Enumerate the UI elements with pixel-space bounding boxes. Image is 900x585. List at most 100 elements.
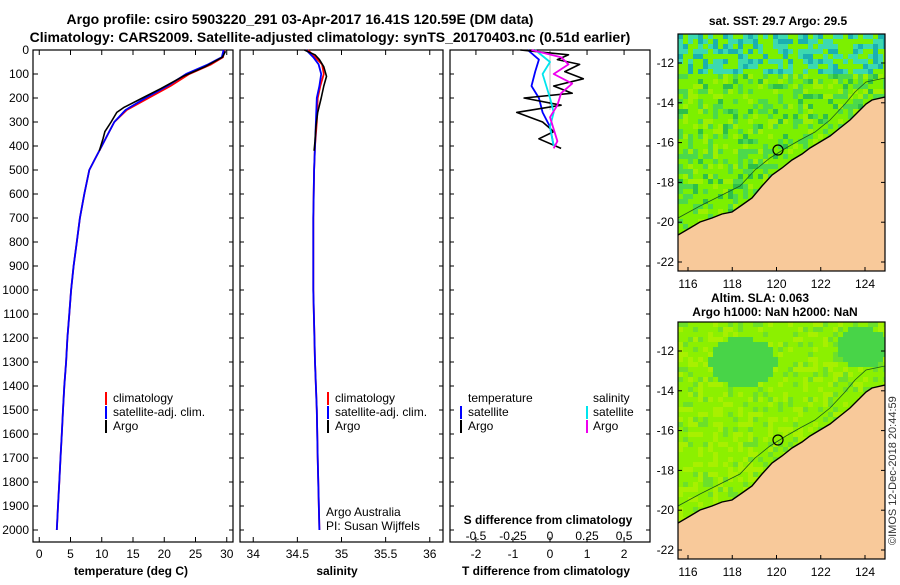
sla-map-frame [677,321,886,560]
map-cell [743,64,748,69]
map-cell [753,189,758,194]
depth-tick-label: 1500 [2,403,29,417]
map-cell [713,69,718,74]
map-cell [693,497,698,502]
map-cell [868,327,873,332]
map-cell [718,362,723,367]
map-cell [798,412,803,417]
map-cell [748,159,753,164]
map-cell [688,392,693,397]
map-cell [793,422,798,427]
map-cell [723,44,728,49]
map-cell [683,89,688,94]
map-cell [768,164,773,169]
map-cell [853,352,858,357]
map-cell [678,164,683,169]
map-cell [763,34,768,39]
map-cell [818,49,823,54]
map-cell [723,487,728,492]
map-cell [733,124,738,129]
map-cell [838,124,843,129]
map-cell [763,79,768,84]
map-cell [693,179,698,184]
map-cell [763,422,768,427]
map-cell [743,94,748,99]
map-cell [813,59,818,64]
map-cell [708,472,713,477]
map-cell [683,194,688,199]
map-cell [693,84,698,89]
map-cell [803,119,808,124]
legend-satellite-label: satellite-adj. clim. [113,405,205,419]
map-cell [688,59,693,64]
sla-argo-location-marker [772,434,784,446]
map-cell [693,204,698,209]
map-cell [808,109,813,114]
map-cell [753,139,758,144]
map-cell [798,104,803,109]
map-cell [678,442,683,447]
map-cell [853,74,858,79]
map-cell [753,124,758,129]
map-cell [778,402,783,407]
map-cell [853,327,858,332]
map-cell [698,54,703,59]
map-cell [833,74,838,79]
map-cell [788,367,793,372]
map-cell [763,367,768,372]
map-cell [688,34,693,39]
map-cell [728,372,733,377]
depth-tick-label: 400 [9,139,29,153]
map-cell [743,377,748,382]
map-cell [783,34,788,39]
map-cell [818,322,823,327]
map-cell [823,59,828,64]
map-cell [853,104,858,109]
map-cell [678,199,683,204]
map-cell [738,382,743,387]
map-cell [698,377,703,382]
map-cell [863,387,868,392]
map-cell [703,154,708,159]
map-cell [763,149,768,154]
map-cell [883,39,885,44]
map-cell [858,332,863,337]
map-cell [863,74,868,79]
map-cell [753,412,758,417]
map-cell [753,104,758,109]
map-cell [723,342,728,347]
map-cell [748,99,753,104]
map-cell [808,332,813,337]
map-cell [803,387,808,392]
map-cell [718,422,723,427]
map-cell [723,179,728,184]
map-cell [723,189,728,194]
map-cell [763,74,768,79]
map-cell [743,169,748,174]
map-cell [823,54,828,59]
map-cell [693,124,698,129]
map-cell [733,357,738,362]
lat-tick-label: -14 [657,96,675,110]
map-cell [683,482,688,487]
map-cell [698,119,703,124]
map-cell [843,89,848,94]
map-cell [798,342,803,347]
map-cell [738,154,743,159]
legend-salinity-title: salinity [593,391,630,405]
map-cell [823,372,828,377]
map-cell [693,417,698,422]
map-cell [773,164,778,169]
map-cell [778,34,783,39]
map-cell [848,332,853,337]
map-cell [813,372,818,377]
map-cell [693,169,698,174]
map-cell [793,382,798,387]
map-cell [748,74,753,79]
map-cell [693,482,698,487]
map-cell [803,139,808,144]
sla-coastline [678,384,885,524]
map-cell [848,114,853,119]
map-cell [873,352,878,357]
